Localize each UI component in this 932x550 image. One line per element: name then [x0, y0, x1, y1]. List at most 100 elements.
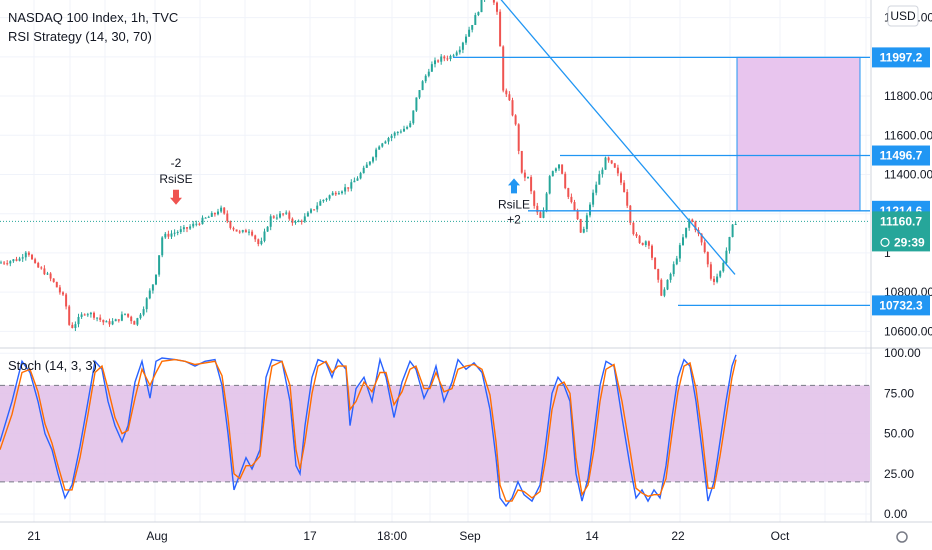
candle-down: [83, 313, 86, 316]
candle-down: [660, 278, 663, 297]
candle-body: [734, 224, 737, 226]
candle-up: [344, 183, 347, 195]
candle-body: [477, 12, 480, 16]
candle-body: [331, 192, 334, 196]
candle-body: [108, 321, 111, 325]
candle-body: [96, 317, 99, 319]
candle-body: [74, 324, 77, 328]
candle-up: [220, 205, 223, 213]
candle-up: [263, 228, 266, 243]
candle-down: [300, 219, 303, 225]
candle-body: [148, 290, 151, 299]
candle-body: [505, 90, 508, 95]
candle-body: [644, 241, 647, 245]
candle-up: [86, 312, 89, 317]
candle-up: [669, 272, 672, 283]
last-price-label: 11160.7: [880, 214, 922, 228]
candle-up: [266, 226, 269, 232]
time-tick-label: 17: [303, 529, 317, 543]
level-tag-3[interactable]: [872, 295, 930, 316]
candle-down: [517, 123, 520, 155]
time-tick-label: Aug: [146, 529, 167, 543]
candle-down: [133, 320, 136, 325]
stoch-legend[interactable]: Stoch (14, 3, 3): [8, 358, 97, 373]
candle-up: [74, 321, 77, 332]
candle-down: [694, 220, 697, 233]
candle-up: [409, 120, 412, 128]
candle-body: [40, 267, 43, 269]
candle-up: [294, 220, 297, 225]
level-tag-1[interactable]: [872, 145, 930, 166]
candle-body: [198, 223, 201, 225]
candle-body: [728, 236, 731, 251]
pane-divider: [0, 0, 932, 523]
candle-up: [421, 80, 424, 91]
candle-body: [474, 15, 477, 26]
candle-body: [266, 226, 269, 232]
candle-body: [93, 312, 95, 318]
candle-body: [722, 262, 725, 272]
candle-up: [666, 279, 669, 291]
candle-body: [533, 191, 536, 206]
candle-body: [666, 279, 669, 290]
candle-up: [551, 170, 554, 177]
candle-up: [554, 167, 557, 173]
candle-body: [725, 250, 728, 263]
candle-up: [275, 214, 278, 220]
candle-up: [585, 212, 588, 233]
trendline-line[interactable]: [498, 0, 736, 275]
candle-body: [517, 124, 520, 151]
candle-body: [6, 263, 9, 265]
gear-icon[interactable]: [896, 531, 908, 543]
candle-body: [213, 213, 216, 215]
candle-up: [173, 229, 176, 237]
price-axis[interactable]: 10600.0010800.00111400.0011600.0011800.0…: [872, 11, 932, 521]
candle-body: [399, 131, 402, 133]
candle-down: [691, 218, 694, 223]
candle-body: [238, 231, 241, 233]
candle-up: [582, 226, 585, 234]
candle-body: [155, 274, 157, 285]
candle-down: [536, 202, 539, 215]
candle-body: [120, 314, 123, 321]
candle-body: [446, 58, 449, 60]
level-tag-0[interactable]: [872, 47, 930, 68]
candle-body: [99, 317, 102, 320]
candle-body: [598, 174, 601, 185]
candle-body: [24, 252, 27, 258]
signal-qty-sell: -2: [171, 156, 182, 170]
candle-body: [375, 149, 378, 158]
candle-body: [694, 221, 697, 231]
candle-up: [328, 194, 331, 201]
candle-body: [452, 55, 455, 57]
candle-body: [248, 231, 250, 233]
candle-down: [6, 260, 9, 266]
buy-arrow-icon: [508, 178, 520, 194]
horizontal-levels: [0, 56, 870, 307]
candle-down: [15, 256, 18, 262]
candle-down: [533, 190, 536, 209]
candle-body: [124, 313, 126, 315]
target-range-box[interactable]: [736, 56, 861, 212]
candle-body: [651, 245, 653, 258]
candle-body: [170, 233, 173, 237]
candle-body: [319, 201, 322, 206]
time-axis[interactable]: 21 Aug 17 18:00 Sep 14 22 Oct: [27, 529, 908, 543]
time-tick-label: Oct: [771, 529, 790, 543]
candle-body: [654, 257, 657, 270]
candle-down: [703, 239, 706, 254]
candle-up: [356, 176, 359, 181]
candle-body: [43, 268, 46, 275]
candle-down: [713, 275, 715, 286]
candle-body: [678, 245, 681, 259]
currency-button[interactable]: [887, 5, 919, 27]
candle-body: [68, 306, 71, 325]
candle-up: [210, 211, 213, 217]
candle-body: [80, 314, 83, 317]
candle-body: [31, 254, 33, 260]
candle-body: [300, 220, 303, 222]
candle-body: [244, 230, 247, 233]
candle-body: [27, 252, 30, 255]
candle-body: [471, 25, 474, 30]
strategy-legend[interactable]: RSI Strategy (14, 30, 70): [8, 29, 152, 44]
